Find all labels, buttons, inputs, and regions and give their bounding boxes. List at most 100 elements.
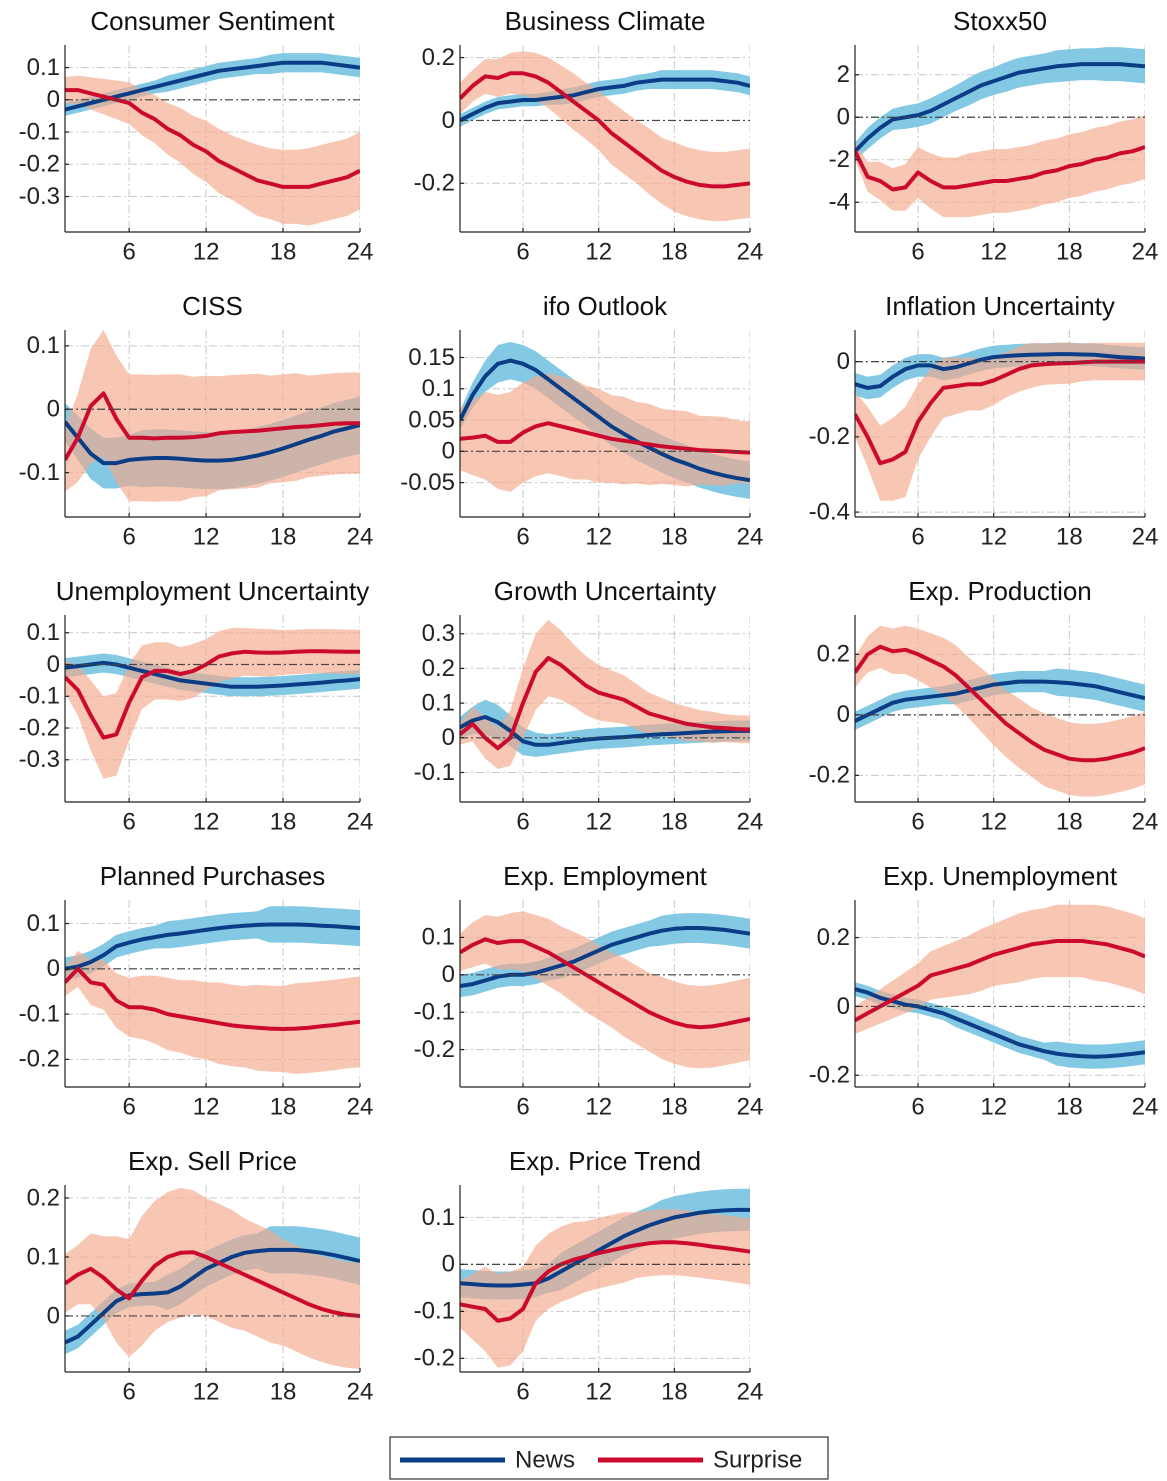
y-tick-label: -0.3: [19, 183, 60, 210]
x-tick-label: 18: [270, 238, 297, 265]
y-tick-label: -0.2: [19, 714, 60, 741]
series-line: [460, 1207, 750, 1288]
subplot: Stoxx50 6 12 18 24 -4 -2 0 2: [829, 6, 1159, 265]
plot-area: [460, 1185, 750, 1372]
x-tick-label: 6: [516, 1378, 529, 1405]
x-tick-label: 6: [911, 238, 924, 265]
plot-area: [460, 45, 750, 232]
x-tick-label: 24: [347, 1093, 374, 1120]
subplot-title: Exp. Price Trend: [509, 1146, 701, 1176]
y-tick-label: -0.05: [400, 469, 455, 496]
x-tick-label: 24: [737, 1378, 764, 1405]
plot-area: [855, 615, 1145, 802]
y-tick-label: 0: [47, 1302, 60, 1329]
y-tick-label: -0.2: [414, 1036, 455, 1063]
confidence-band: [65, 53, 360, 116]
subplot-title: Exp. Production: [908, 576, 1092, 606]
plot-area: [460, 615, 750, 802]
x-tick-label: 12: [585, 523, 612, 550]
confidence-band: [65, 628, 360, 779]
y-tick-label: -4: [829, 189, 850, 216]
x-tick-label: 12: [193, 523, 220, 550]
y-tick-label: 0: [837, 701, 850, 728]
series-line: [65, 649, 360, 740]
confidence-band: [460, 911, 750, 1069]
confidence-band: [855, 342, 1145, 501]
x-tick-label: 18: [661, 808, 688, 835]
y-tick-label: 0: [47, 396, 60, 423]
y-tick-label: 0: [837, 348, 850, 375]
plot-area: [65, 45, 360, 232]
subplot-title: Stoxx50: [953, 6, 1047, 36]
y-tick-label: -0.2: [809, 423, 850, 450]
y-tick-label: -0.1: [414, 759, 455, 786]
x-tick-label: 18: [1056, 1093, 1083, 1120]
plot-area: [855, 45, 1145, 232]
x-tick-label: 12: [980, 808, 1007, 835]
y-tick-label: 0.1: [422, 924, 455, 951]
legend-label: News: [515, 1446, 575, 1473]
subplot: CISS 6 12 18 24 -0.1 0 0.1: [19, 291, 374, 550]
x-tick-label: 18: [661, 1378, 688, 1405]
y-tick-label: 0: [442, 961, 455, 988]
x-tick-label: 12: [585, 1093, 612, 1120]
x-tick-label: 12: [980, 1093, 1007, 1120]
plot-area: [65, 1185, 360, 1372]
plot-area: [65, 900, 360, 1087]
series-line: [65, 420, 360, 466]
x-tick-label: 12: [585, 1378, 612, 1405]
series-line: [855, 679, 1145, 723]
series-line: [65, 966, 360, 1031]
subplot-title: Exp. Sell Price: [128, 1146, 297, 1176]
x-tick-label: 12: [193, 238, 220, 265]
x-tick-label: 12: [585, 808, 612, 835]
confidence-band: [855, 904, 1145, 1034]
confidence-band: [855, 625, 1145, 797]
y-tick-label: -0.2: [809, 1062, 850, 1089]
subplot-title: Business Climate: [505, 6, 706, 36]
y-tick-label: 0.2: [27, 1184, 60, 1211]
y-tick-label: 0: [47, 86, 60, 113]
y-tick-label: -0.1: [414, 999, 455, 1026]
subplot: Growth Uncertainty 6 12 18 24 -0.1 0 0.1 0.2 0.3: [414, 576, 764, 835]
x-tick-label: 12: [585, 238, 612, 265]
x-tick-label: 24: [1132, 523, 1159, 550]
subplot: Planned Purchases 6 12 18 24 -0.2 -0.1 0 0.1: [19, 861, 374, 1120]
series-line: [855, 987, 1145, 1059]
subplot: Exp. Price Trend 6 12 18 24 -0.2 -0.1 0 0.1: [414, 1146, 764, 1405]
y-tick-label: 0: [837, 104, 850, 131]
series-line: [460, 1240, 750, 1323]
subplot-title: Planned Purchases: [100, 861, 325, 891]
subplot: Exp. Employment 6 12 18 24 -0.2 -0.1 0 0.1: [414, 861, 764, 1120]
subplot: ifo Outlook 6 12 18 24 -0.05 0 0.05 0.1 0.15: [400, 291, 763, 550]
x-tick-label: 18: [661, 238, 688, 265]
y-tick-label: 0.05: [408, 406, 455, 433]
subplot: Consumer Sentiment 6 12 18 24 -0.3 -0.2 -0.1 0 0.…: [19, 6, 374, 265]
y-tick-label: 0: [47, 955, 60, 982]
x-tick-label: 12: [980, 238, 1007, 265]
y-tick-label: 0.2: [817, 641, 850, 668]
series-line: [65, 1250, 360, 1318]
subplot: Unemployment Uncertainty 6 12 18 24 -0.3 -0.2 -…: [19, 576, 374, 835]
confidence-band: [460, 1209, 750, 1368]
y-tick-label: -0.1: [19, 459, 60, 486]
y-tick-label: 2: [837, 61, 850, 88]
x-tick-label: 6: [516, 238, 529, 265]
y-tick-label: 0.1: [27, 332, 60, 359]
y-tick-label: 0.1: [422, 689, 455, 716]
x-tick-label: 12: [193, 1378, 220, 1405]
x-tick-label: 12: [980, 523, 1007, 550]
x-tick-label: 18: [661, 523, 688, 550]
y-tick-label: -0.1: [414, 1298, 455, 1325]
confidence-band: [65, 950, 360, 1074]
x-tick-label: 18: [270, 808, 297, 835]
plot-area: [855, 900, 1145, 1087]
x-tick-label: 6: [911, 523, 924, 550]
y-tick-label: 0: [442, 438, 455, 465]
series-line: [855, 644, 1145, 763]
x-tick-label: 18: [270, 1093, 297, 1120]
series-line: [65, 1247, 360, 1345]
legend-label: Surprise: [713, 1446, 802, 1473]
x-tick-label: 18: [661, 1093, 688, 1120]
